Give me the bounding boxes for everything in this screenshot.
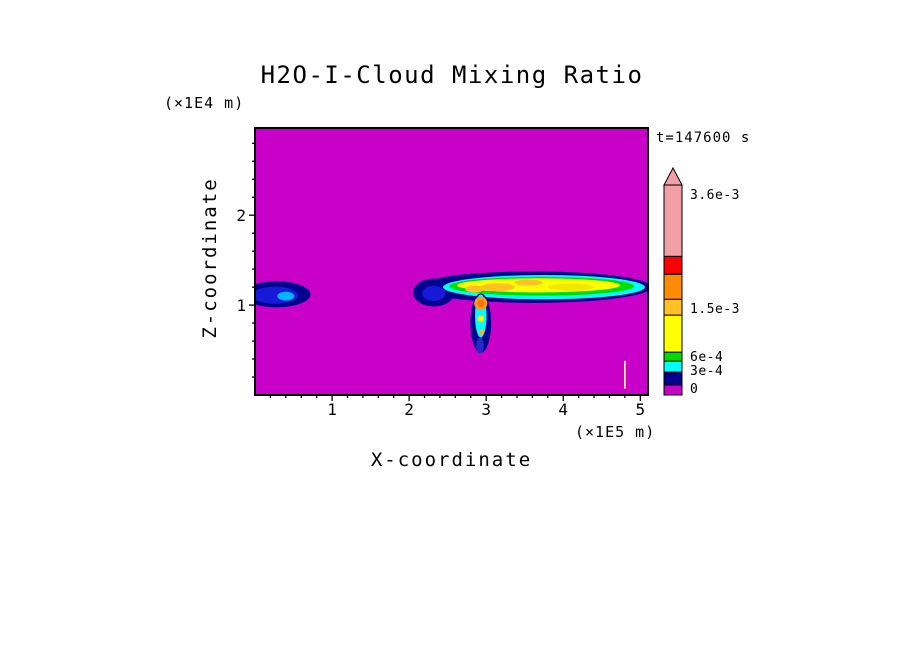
colorbar-label: 3e-4: [690, 364, 724, 380]
colorbar-arrow-tip: [663, 166, 683, 186]
plot-border: [254, 127, 649, 396]
colorbar-label: 6e-4: [690, 349, 724, 365]
y-axis-title: Z-coordinate: [199, 177, 221, 339]
contour-feature: [477, 315, 484, 322]
contour-feature: [624, 360, 626, 389]
colorbar-label: 0: [690, 382, 699, 397]
colorbar-label: 1.5e-3: [690, 302, 740, 318]
colorbar-segment: [663, 360, 683, 373]
contour-feature: [477, 299, 485, 307]
x-tick-label: 2: [404, 400, 414, 419]
contour-feature: [476, 337, 484, 354]
contour-features: [255, 271, 648, 389]
contour-feature: [277, 291, 295, 301]
x-tick-label: 4: [558, 400, 569, 419]
colorbar-segment: [663, 351, 683, 362]
contour-feature: [478, 329, 485, 335]
x-axis-title: X-coordinate: [370, 449, 533, 471]
colorbar-segment: [663, 371, 683, 386]
colorbar-segment: [663, 255, 683, 275]
contour-feature: [514, 279, 543, 286]
colorbar-segment: [663, 384, 683, 396]
contour-feature: [547, 283, 595, 291]
colorbar-segment: [663, 298, 683, 316]
colorbar: [663, 166, 683, 396]
contour-feature: [422, 285, 446, 302]
y-tick-label: 1: [236, 296, 246, 316]
y-tick-label: 2: [236, 206, 246, 226]
colorbar-segment: [663, 314, 683, 353]
time-stamp-label: t=147600 s: [656, 130, 751, 146]
colorbar-segment: [663, 184, 683, 257]
chart-title: H2O-I-Cloud Mixing Ratio: [260, 61, 644, 89]
plot-background: [255, 128, 648, 395]
x-axis-units-label: (×1E5 m): [575, 423, 656, 441]
x-tick-label: 3: [481, 400, 491, 419]
contour-feature: [480, 283, 515, 292]
x-tick-label: 5: [635, 400, 646, 419]
contour-feature: [465, 285, 484, 293]
y-axis-units-label: (×1E4 m): [164, 94, 245, 112]
colorbar-segment: [663, 273, 683, 300]
colorbar-label: 3.6e-3: [690, 187, 740, 203]
x-tick-label: 1: [327, 400, 337, 419]
